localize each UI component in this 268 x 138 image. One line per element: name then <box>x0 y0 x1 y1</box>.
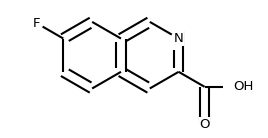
Text: OH: OH <box>233 80 253 93</box>
Text: O: O <box>199 118 210 131</box>
Text: N: N <box>174 32 184 45</box>
Text: F: F <box>33 17 40 30</box>
